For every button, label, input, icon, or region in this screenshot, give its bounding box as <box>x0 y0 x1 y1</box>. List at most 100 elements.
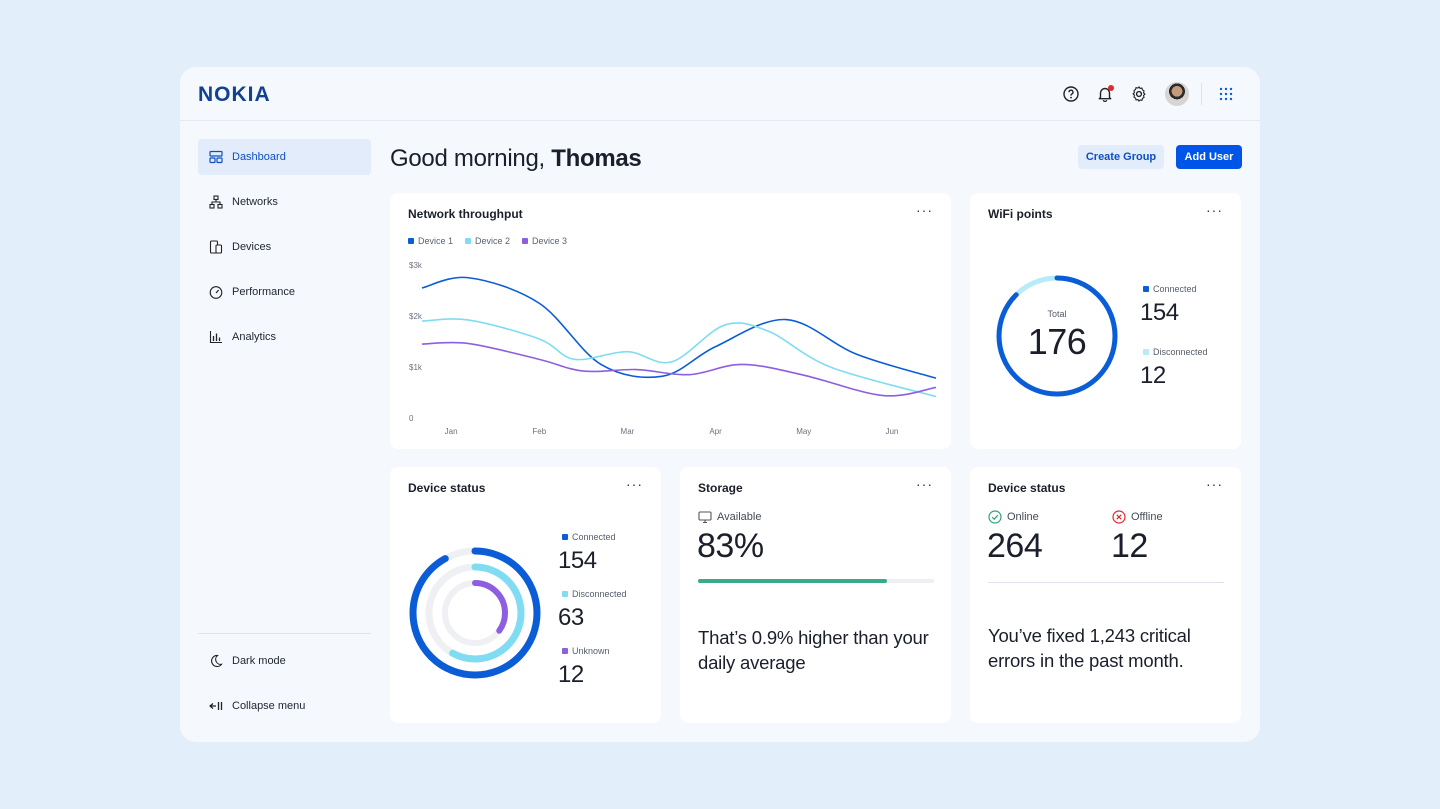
page-title: Good morning, Thomas <box>390 145 642 173</box>
sidebar-item-label: Dashboard <box>232 151 286 163</box>
device-status-counts-card: Device status ··· Online 264 Offline 12 … <box>970 467 1241 723</box>
x-tick-label: Mar <box>621 427 635 436</box>
settings-gear-icon[interactable] <box>1129 84 1149 104</box>
legend-item: Device 3 <box>522 236 567 246</box>
disconnected-label: Disconnected <box>572 589 627 599</box>
x-tick-label: Jun <box>885 427 898 436</box>
sidebar-item-dashboard[interactable]: Dashboard <box>198 139 371 175</box>
dark-mode-toggle[interactable]: Dark mode <box>198 643 371 679</box>
more-options-icon[interactable]: ··· <box>916 476 933 492</box>
legend-label: Device 3 <box>532 236 568 246</box>
collapse-menu-button[interactable]: Collapse menu <box>198 688 371 724</box>
available-label-row: Available <box>698 510 761 524</box>
y-tick-label: $3k <box>409 261 423 270</box>
devices-icon <box>209 240 223 254</box>
legend-swatch <box>562 591 568 597</box>
available-label: Available <box>717 511 762 523</box>
storage-card: Storage ··· Available 83% That’s 0.9% hi… <box>680 467 951 723</box>
throughput-line-chart: $3k $2k $1k 0 Jan Feb Mar Apr May Jun <box>409 261 937 436</box>
collapse-icon <box>209 702 223 710</box>
bar-chart-icon <box>209 331 222 344</box>
greeting-text: Good morning, <box>390 145 545 172</box>
x-tick-label: Jan <box>445 427 458 436</box>
wifi-donut-chart <box>996 275 1118 397</box>
divider <box>988 582 1224 583</box>
series-line-1 <box>421 276 937 379</box>
legend-swatch <box>562 534 568 540</box>
legend-swatch <box>1143 286 1149 292</box>
card-title: Network throughput <box>408 207 523 221</box>
storage-progress-track <box>698 579 934 583</box>
more-options-icon[interactable]: ··· <box>916 202 933 218</box>
more-options-icon[interactable]: ··· <box>1206 202 1223 218</box>
online-count: 264 <box>987 527 1043 565</box>
connected-legend: Connected <box>1143 284 1197 294</box>
legend-item: Device 2 <box>465 236 510 246</box>
x-tick-label: May <box>796 427 811 436</box>
nokia-logo[interactable]: NOKIA <box>198 83 274 105</box>
app-grid-icon[interactable] <box>1216 84 1236 104</box>
device-status-ring-chart <box>409 547 541 679</box>
series-line-2 <box>421 318 937 398</box>
connected-value: 154 <box>558 547 597 574</box>
x-tick-label: Apr <box>709 427 722 436</box>
svg-text:NOKIA: NOKIA <box>198 83 271 105</box>
x-tick-label: Feb <box>532 427 546 436</box>
offline-label: Offline <box>1131 511 1163 523</box>
error-circle-icon <box>1112 510 1126 524</box>
errors-fixed-message: You’ve fixed 1,243 critical errors in th… <box>988 625 1191 671</box>
disconnected-value: 12 <box>1140 362 1166 389</box>
top-bar: NOKIA <box>180 67 1260 121</box>
sidebar-item-devices[interactable]: Devices <box>198 229 371 265</box>
connected-label: Connected <box>572 532 616 542</box>
wifi-points-card: WiFi points ··· Total 176 Connected 154 … <box>970 193 1241 449</box>
unknown-legend: Unknown <box>562 646 610 656</box>
legend-swatch <box>1143 349 1149 355</box>
unknown-label: Unknown <box>572 646 610 656</box>
card-title: Device status <box>408 481 486 495</box>
legend-swatch <box>522 238 529 244</box>
sidebar-item-label: Analytics <box>232 331 277 343</box>
help-icon[interactable] <box>1061 84 1081 104</box>
wifi-total-label: Total <box>1047 309 1067 319</box>
card-title: WiFi points <box>988 207 1053 221</box>
connected-legend: Connected <box>562 532 616 542</box>
check-circle-icon <box>988 510 1002 524</box>
device-status-rings-card: Device status ··· Connected 154 Disconne… <box>390 467 661 723</box>
dashboard-icon <box>209 150 223 164</box>
app-window: NOKIA Dashboard Net <box>180 67 1260 742</box>
create-group-button[interactable]: Create Group <box>1078 145 1164 169</box>
offline-label-row: Offline <box>1112 510 1163 524</box>
y-tick-label: $1k <box>409 363 423 372</box>
storage-progress-fill <box>698 579 887 583</box>
series-line-3 <box>421 341 937 397</box>
sidebar-item-label: Networks <box>232 196 278 208</box>
legend-swatch <box>465 238 472 244</box>
disconnected-legend: Disconnected <box>1143 347 1208 357</box>
user-name: Thomas <box>551 145 642 172</box>
sidebar-item-analytics[interactable]: Analytics <box>198 319 371 355</box>
notification-bell-icon[interactable] <box>1095 84 1115 104</box>
user-avatar[interactable] <box>1165 82 1189 106</box>
wifi-total-value: 176 <box>1027 321 1087 362</box>
ring-connected <box>409 547 541 679</box>
disconnected-legend: Disconnected <box>562 589 627 599</box>
disconnected-label: Disconnected <box>1153 347 1208 357</box>
more-options-icon[interactable]: ··· <box>626 476 643 492</box>
disconnected-value: 63 <box>558 604 584 631</box>
storage-percent: 83% <box>697 527 764 565</box>
network-icon <box>209 195 223 209</box>
sidebar-divider <box>198 633 371 634</box>
ring-disconnected <box>425 563 525 663</box>
sidebar-item-networks[interactable]: Networks <box>198 184 371 220</box>
add-user-button[interactable]: Add User <box>1176 145 1242 169</box>
online-label: Online <box>1007 511 1039 523</box>
card-title: Storage <box>698 481 743 495</box>
sidebar-item-performance[interactable]: Performance <box>198 274 371 310</box>
ring-unknown <box>442 580 508 646</box>
y-tick-label: $2k <box>409 312 423 321</box>
sidebar-item-label: Devices <box>232 241 272 253</box>
legend-label: Device 2 <box>475 236 511 246</box>
more-options-icon[interactable]: ··· <box>1206 476 1223 492</box>
offline-count: 12 <box>1111 527 1148 565</box>
